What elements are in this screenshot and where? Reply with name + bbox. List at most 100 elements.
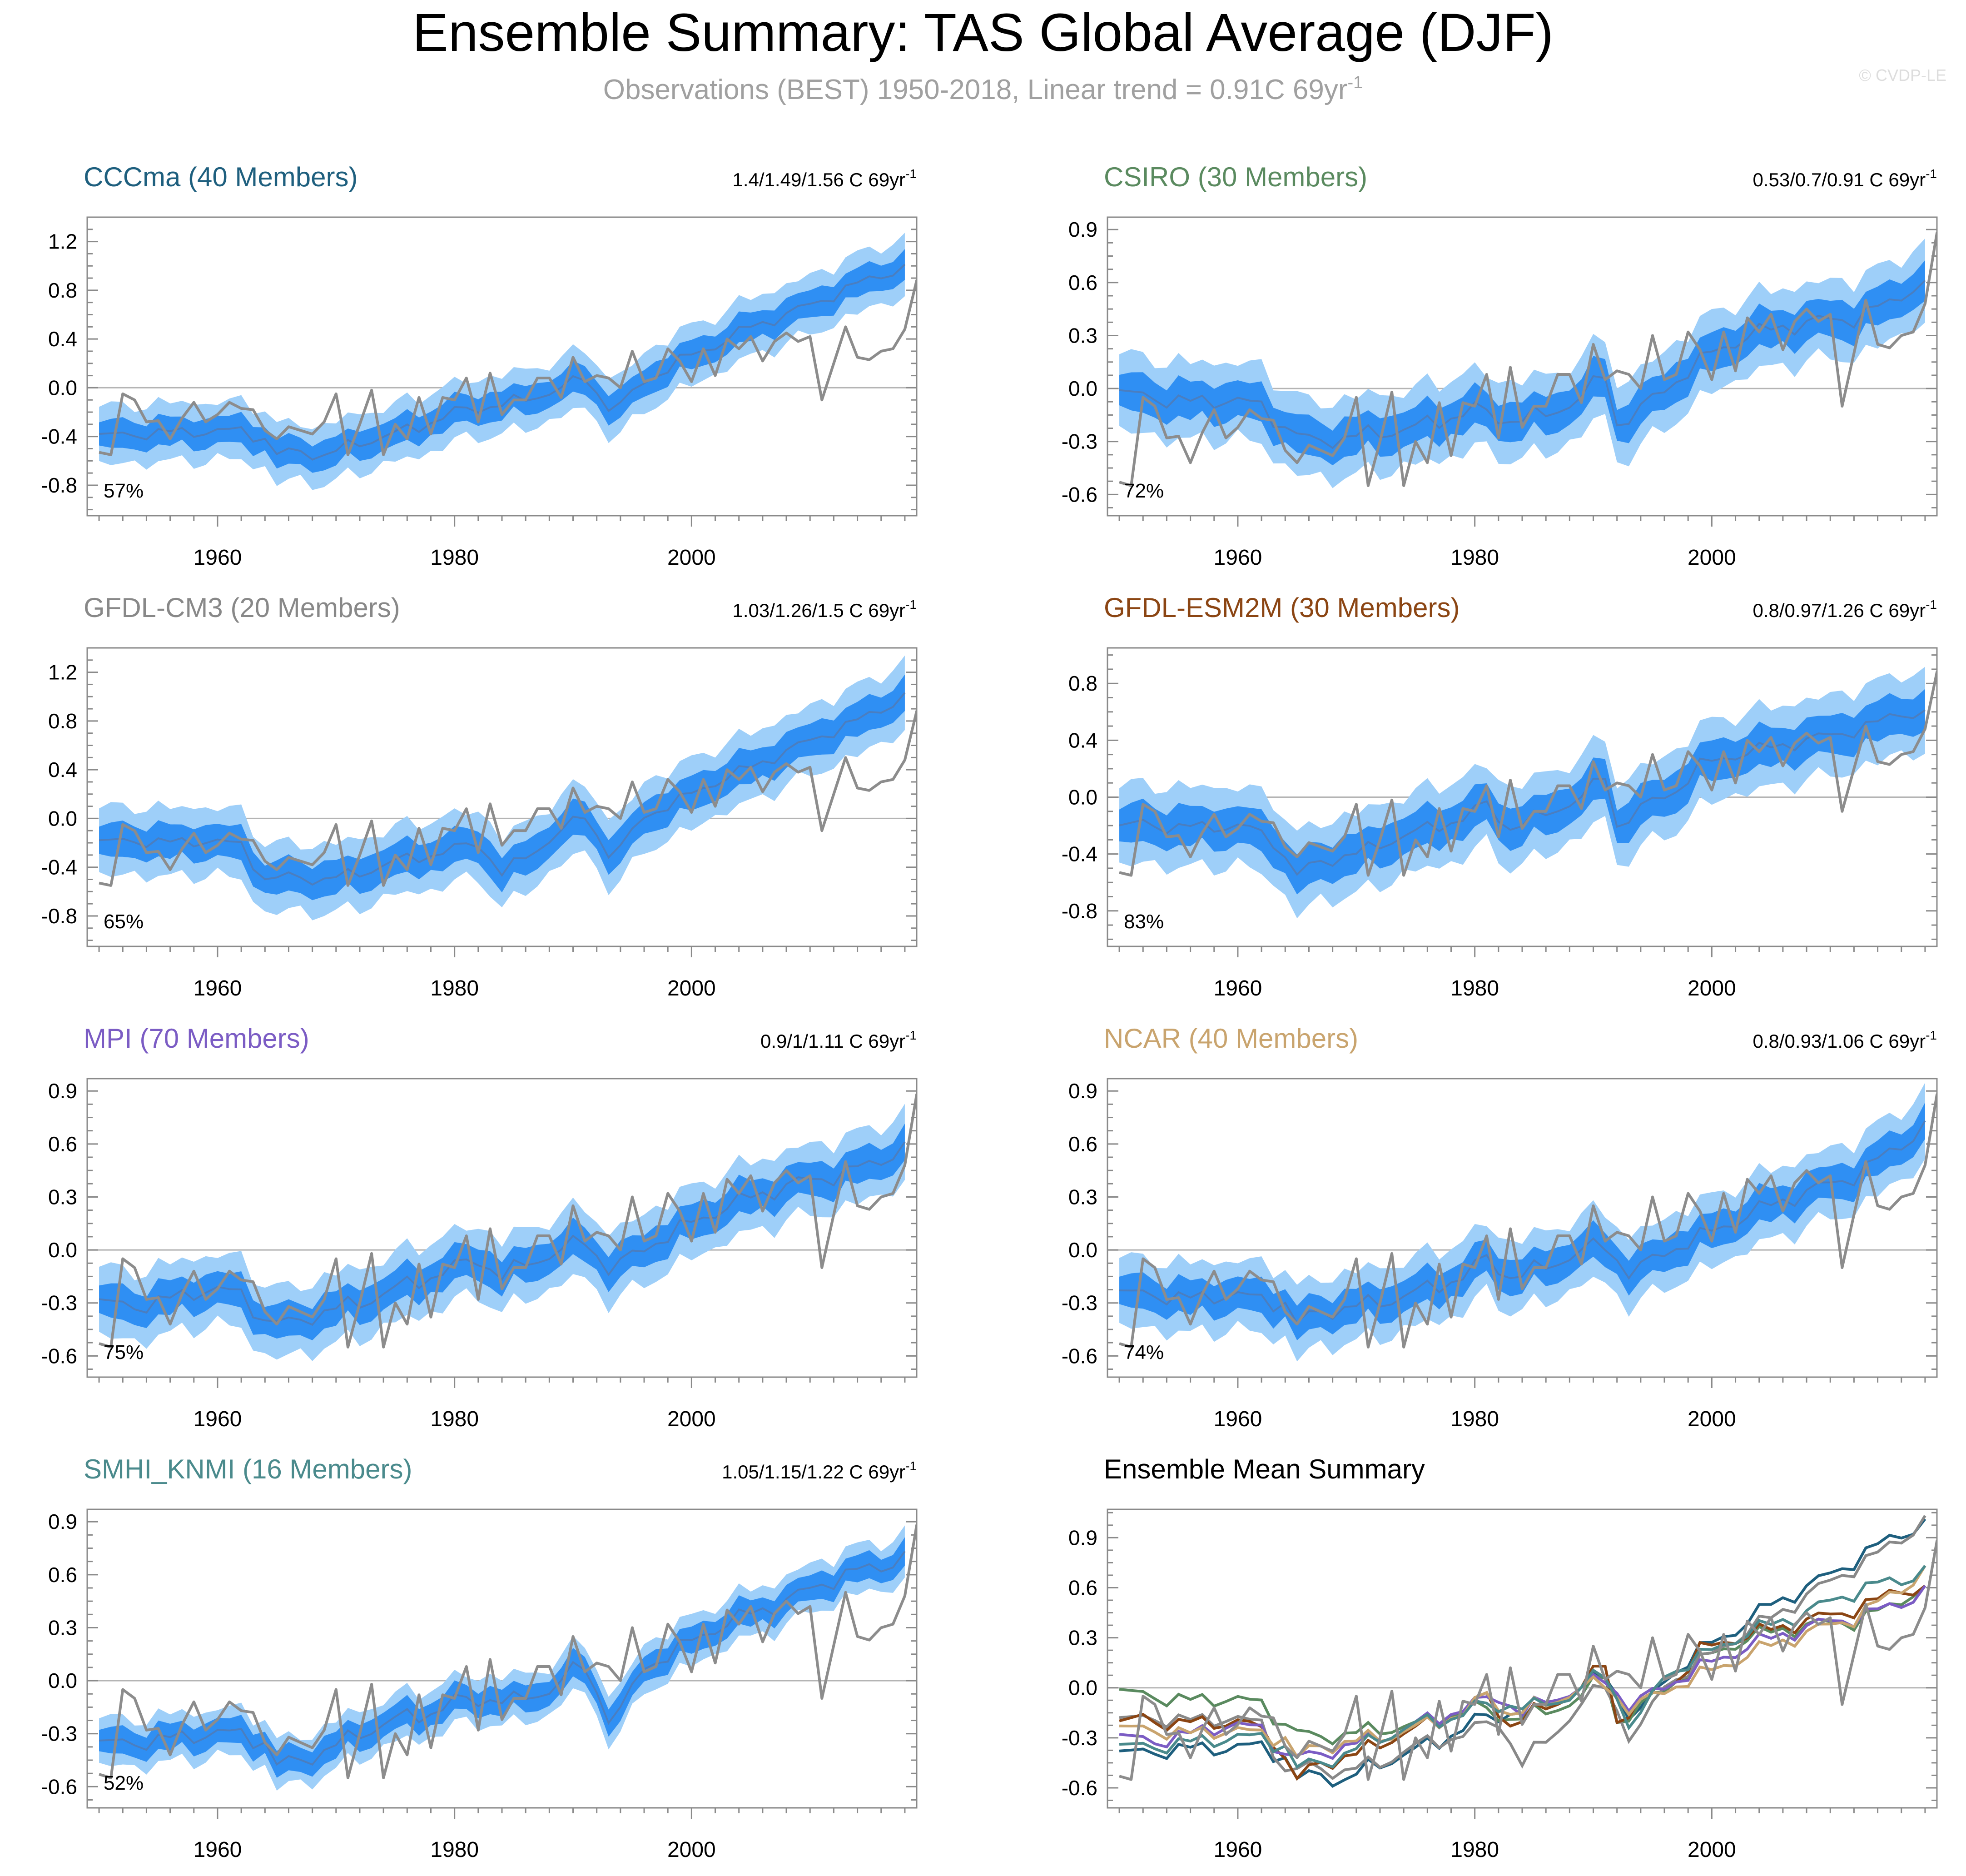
x-tick-label: 2000 <box>1688 1838 1736 1862</box>
y-tick-label: 0.4 <box>48 758 77 781</box>
panel-title: GFDL-ESM2M (30 Members) <box>1104 592 1460 623</box>
x-tick-label: 1980 <box>430 976 479 1000</box>
trend-sup: -1 <box>1926 167 1937 181</box>
ensemble-mean-line <box>99 264 906 461</box>
x-tick-label: 1960 <box>1214 976 1262 1000</box>
y-tick-label: 0.6 <box>48 1563 77 1587</box>
trend-value: 1.05/1.15/1.22 C 69yr <box>722 1461 905 1483</box>
x-tick-label: 1960 <box>1214 1407 1262 1431</box>
y-tick-label: -0.6 <box>41 1775 77 1798</box>
y-tick-label: 1.2 <box>48 230 77 254</box>
plot-area <box>1119 1082 1937 1362</box>
percent-label: 65% <box>104 911 144 933</box>
plot-area <box>99 1523 917 1791</box>
summary-line-cccma <box>1119 1518 1926 1788</box>
x-tick-label: 1960 <box>194 1838 242 1862</box>
y-tick-label: 1.2 <box>48 661 77 684</box>
spread-band-outer <box>99 655 905 921</box>
trend-value: 0.53/0.7/0.91 C 69yr <box>1753 169 1926 190</box>
x-tick-label: 2000 <box>667 546 716 570</box>
summary-line-smhi_knmi <box>1119 1565 1926 1769</box>
observations-line <box>1119 1093 1937 1349</box>
y-tick-label: -0.3 <box>41 1722 77 1746</box>
trend-label: 0.53/0.7/0.91 C 69yr-1 <box>1753 167 1937 190</box>
x-tick-label: 1960 <box>1214 546 1262 570</box>
x-tick-label: 2000 <box>1688 976 1736 1000</box>
plot-frame <box>1107 1078 1938 1378</box>
x-tick-label: 1960 <box>194 1407 242 1431</box>
panel-ncar: NCAR (40 Members) 0.8/0.93/1.06 C 69yr-1-… <box>1062 1023 1938 1431</box>
trend-sup: -1 <box>905 597 917 612</box>
ensemble-mean-line <box>99 692 906 886</box>
x-tick-label: 2000 <box>667 1407 716 1431</box>
y-tick-label: -0.8 <box>41 473 77 497</box>
y-tick-label: -0.6 <box>1062 1776 1097 1800</box>
x-tick-label: 1980 <box>1450 976 1499 1000</box>
plot-area <box>99 233 917 490</box>
figure-title: Ensemble Summary: TAS Global Average (DJ… <box>412 3 1554 63</box>
spread-band-inner <box>99 1537 905 1778</box>
y-tick-label: 0.3 <box>48 1616 77 1639</box>
panel-title: GFDL-CM3 (20 Members) <box>84 592 400 623</box>
y-tick-label: 0.4 <box>48 327 77 351</box>
observations-line <box>99 1093 917 1349</box>
percent-label: 83% <box>1124 911 1164 933</box>
observations-line <box>1119 231 1937 487</box>
observations-line <box>99 1523 917 1779</box>
plot-area <box>99 655 917 921</box>
trend-value: 0.8/0.97/1.26 C 69yr <box>1753 600 1926 621</box>
observations-line <box>99 710 917 887</box>
y-tick-label: 0.9 <box>1068 1079 1097 1103</box>
percent-label: 72% <box>1124 480 1164 502</box>
y-tick-label: -0.3 <box>1062 430 1097 453</box>
y-tick-label: -0.6 <box>1062 483 1097 506</box>
y-tick-label: -0.4 <box>1062 842 1097 866</box>
panel-cccma: CCCma (40 Members) 1.4/1.49/1.56 C 69yr-1… <box>41 162 918 570</box>
y-tick-label: -0.3 <box>1062 1726 1097 1750</box>
figure-subtitle: Observations (BEST) 1950-2018, Linear tr… <box>603 73 1363 105</box>
panel-title: SMHI_KNMI (16 Members) <box>84 1454 412 1484</box>
plot-area <box>99 1093 917 1361</box>
y-tick-label: 0.0 <box>48 376 77 399</box>
spread-band-outer <box>1119 1082 1925 1362</box>
subtitle-main: Observations (BEST) 1950-2018, Linear tr… <box>603 74 1348 105</box>
trend-value: 0.8/0.93/1.06 C 69yr <box>1753 1030 1926 1052</box>
y-tick-label: 0.4 <box>1068 728 1097 752</box>
plot-area <box>1119 1515 1937 1788</box>
y-tick-label: -0.4 <box>41 856 77 879</box>
y-tick-label: -0.6 <box>41 1344 77 1368</box>
y-tick-label: 0.0 <box>48 806 77 830</box>
panel-title: Ensemble Mean Summary <box>1104 1454 1425 1484</box>
trend-sup: -1 <box>905 1028 917 1042</box>
spread-band-outer <box>99 1104 905 1361</box>
percent-label: 74% <box>1124 1341 1164 1363</box>
x-tick-label: 1980 <box>1450 1407 1499 1431</box>
y-tick-label: 0.0 <box>1068 1676 1097 1700</box>
spread-band-inner <box>99 249 905 473</box>
trend-sup: -1 <box>1926 597 1937 612</box>
panel-summary: Ensemble Mean Summary -0.6 -0.3 0.0 0.3 0.6 0.… <box>1062 1454 1938 1862</box>
trend-value: 0.9/1/1.11 C 69yr <box>760 1030 905 1052</box>
y-tick-label: -0.8 <box>1062 899 1097 923</box>
y-tick-label: 0.9 <box>1068 1526 1097 1549</box>
percent-label: 52% <box>104 1772 144 1794</box>
panel-gfdl-cm3: GFDL-CM3 (20 Members) 1.03/1.26/1.5 C 69y… <box>41 592 918 1000</box>
trend-label: 1.4/1.49/1.56 C 69yr-1 <box>733 167 917 190</box>
x-tick-label: 1960 <box>194 976 242 1000</box>
subtitle-sup: -1 <box>1347 73 1363 92</box>
y-tick-label: 0.0 <box>48 1669 77 1692</box>
panel-title: CSIRO (30 Members) <box>1104 162 1367 192</box>
y-tick-label: 0.3 <box>48 1185 77 1209</box>
y-tick-label: 0.0 <box>1068 786 1097 809</box>
ensemble-mean-line <box>99 1141 906 1326</box>
panel-gfdl-esm2m: GFDL-ESM2M (30 Members) 0.8/0.97/1.26 C 6… <box>1062 592 1938 1000</box>
trend-label: 0.8/0.97/1.26 C 69yr-1 <box>1753 597 1937 621</box>
y-tick-label: -0.3 <box>41 1291 77 1315</box>
observations-line <box>1119 671 1937 877</box>
trend-value: 1.03/1.26/1.5 C 69yr <box>733 600 906 621</box>
spread-band-outer <box>1119 238 1925 488</box>
y-tick-label: 0.6 <box>1068 1576 1097 1600</box>
y-tick-label: 0.8 <box>1068 672 1097 695</box>
y-tick-label: -0.6 <box>1062 1344 1097 1368</box>
